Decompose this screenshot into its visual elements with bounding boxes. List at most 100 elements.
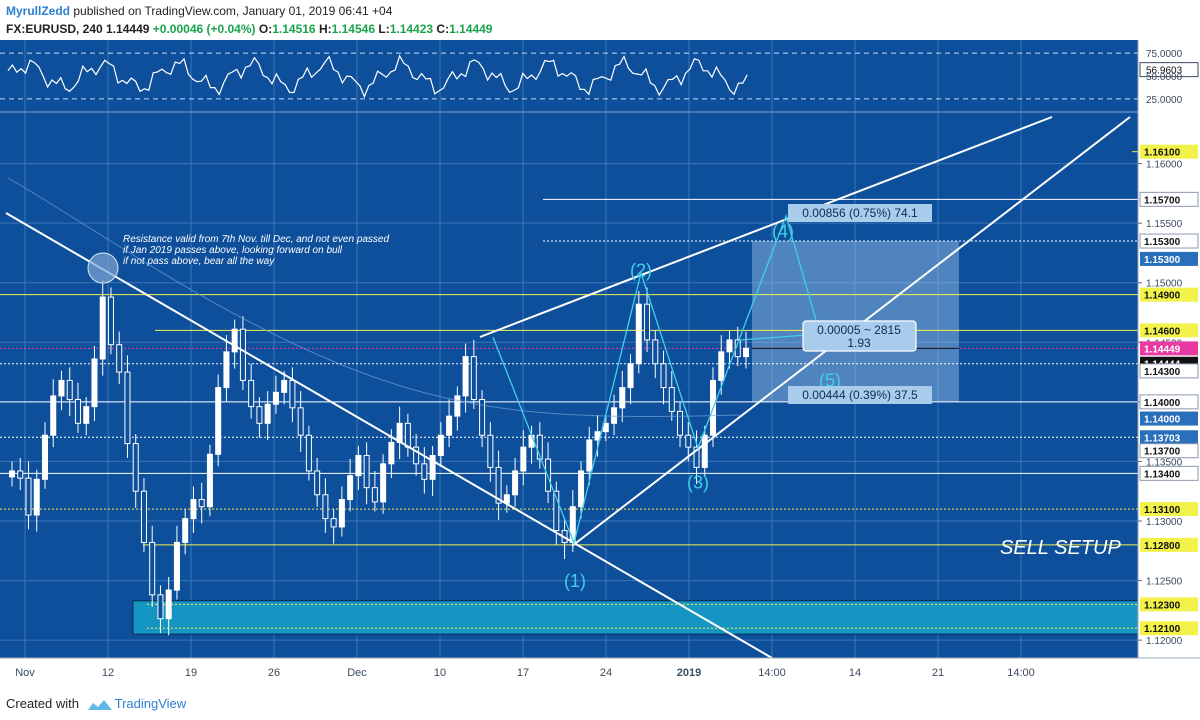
- candle-body: [132, 443, 139, 492]
- price-badge-label: 1.13400: [1144, 469, 1181, 480]
- upper-channel-line: [479, 116, 1053, 338]
- rsi-current-label: 56.9603: [1146, 66, 1183, 77]
- high-label: H:: [318, 22, 332, 36]
- tradingview-logo-icon: [87, 699, 112, 710]
- candle-body: [190, 499, 197, 520]
- measure-middle-box: [802, 320, 917, 352]
- price-tick-label: 1.15000: [1146, 279, 1183, 290]
- candle-body: [586, 439, 593, 472]
- candle-body: [91, 358, 98, 408]
- measure-upper-box: [788, 204, 932, 222]
- symbol: FX:EURUSD, 240: [6, 22, 103, 36]
- candle-body: [157, 594, 164, 620]
- candle-body: [553, 490, 560, 532]
- candle-body: [743, 347, 749, 358]
- created-with-text: Created with: [6, 696, 79, 711]
- demand-zone: [132, 600, 1139, 635]
- price-badge-label: 1.12800: [1144, 541, 1181, 552]
- price-badge-label: 1.13100: [1144, 505, 1181, 516]
- price-badge-label: 1.14900: [1144, 291, 1181, 302]
- rsi-tick-label: 50.0000: [1146, 72, 1183, 83]
- candle-body: [50, 395, 57, 436]
- last-price: 1.14449: [106, 22, 150, 36]
- time-axis-background: [0, 658, 1200, 686]
- price-badge: [1139, 394, 1199, 410]
- price-chart[interactable]: (1) (2) (3) (4) (5) 0.00856 (0.75%) 74.1 0.000…: [0, 40, 1200, 686]
- candle-body: [297, 407, 304, 436]
- candle-body: [627, 363, 634, 389]
- time-tick-label: Nov: [15, 667, 35, 679]
- candle-body: [446, 415, 453, 436]
- candle-body: [206, 453, 213, 508]
- price-badge: [1140, 597, 1198, 612]
- candle-body: [74, 398, 81, 424]
- candle-body: [611, 407, 618, 424]
- candle-body: [652, 339, 659, 365]
- time-tick-label: 10: [434, 667, 446, 679]
- price-badge-label: 1.15300: [1144, 237, 1181, 248]
- price-tick-label: 1.16000: [1146, 160, 1183, 171]
- candle-body: [264, 403, 271, 424]
- measure-lower-box: [788, 386, 932, 404]
- price-badge: [1140, 502, 1198, 517]
- price-badge: [1140, 341, 1198, 356]
- resistance-trendline: [5, 212, 773, 659]
- candle-body: [404, 422, 411, 448]
- candle-body: [619, 387, 626, 409]
- candle-body: [380, 463, 387, 503]
- open-value: 1.14516: [272, 22, 316, 36]
- horizontal-levels: [0, 151, 1138, 629]
- candle-body: [248, 379, 255, 408]
- candle-body: [281, 379, 288, 393]
- price-badge-label: 1.12300: [1144, 600, 1181, 611]
- candle-body: [66, 379, 73, 400]
- measure-middle-text-2: 1.93: [847, 336, 871, 350]
- candle-body: [726, 339, 733, 353]
- candle-body: [289, 379, 296, 409]
- candle-body: [223, 351, 230, 389]
- price-change: +0.00046 (+0.04%): [152, 22, 256, 36]
- candle-body: [421, 463, 428, 480]
- price-badge: [1140, 251, 1198, 266]
- candle-body: [173, 541, 180, 591]
- open-label: O:: [258, 22, 273, 36]
- price-badge: [1140, 323, 1198, 338]
- price-badge-label: 1.12100: [1144, 624, 1181, 635]
- candle-body: [388, 441, 395, 465]
- tradingview-link[interactable]: TradingView: [114, 696, 187, 711]
- chart-header: MyrullZedd published on TradingView.com,…: [0, 0, 1200, 40]
- candle-body: [231, 328, 238, 353]
- candle-body: [33, 478, 40, 516]
- candle-body: [578, 470, 585, 508]
- price-badge-label: 1.15700: [1144, 195, 1181, 206]
- candle-body: [429, 454, 436, 480]
- candle-body: [124, 371, 131, 445]
- annotation-line: Resistance valid from 7th Nov. till Dec,…: [123, 234, 389, 245]
- time-tick-label: 12: [102, 667, 114, 679]
- candle-body: [58, 379, 65, 397]
- price-badge-label: 1.14600: [1144, 326, 1181, 337]
- high-value: 1.14546: [331, 22, 376, 36]
- chart-labels: (1) (2) (3) (4) (5) 0.00856 (0.75%) 74.1 0.000…: [123, 204, 1121, 591]
- candle-body: [330, 518, 337, 528]
- candle-body: [83, 406, 90, 424]
- sell-setup-label: SELL SETUP: [1000, 537, 1121, 559]
- price-badge: [1140, 621, 1198, 636]
- time-tick-label: 17: [517, 667, 529, 679]
- candle-body: [17, 470, 24, 479]
- candle-body: [140, 490, 147, 543]
- candle-body: [149, 541, 156, 596]
- author-link[interactable]: MyrullZedd: [6, 4, 71, 18]
- time-tick-label: 14: [849, 667, 861, 679]
- candle-body: [413, 446, 420, 465]
- candle-body: [347, 475, 354, 501]
- candle-body: [272, 391, 279, 405]
- candle-body: [371, 487, 378, 503]
- moving-average: [7, 177, 741, 417]
- candle-body: [41, 434, 48, 480]
- candle-body: [338, 499, 345, 528]
- price-badge: [1139, 363, 1199, 379]
- candle-body: [487, 434, 494, 468]
- price-badge: [1140, 411, 1198, 426]
- price-badge: [1139, 443, 1199, 459]
